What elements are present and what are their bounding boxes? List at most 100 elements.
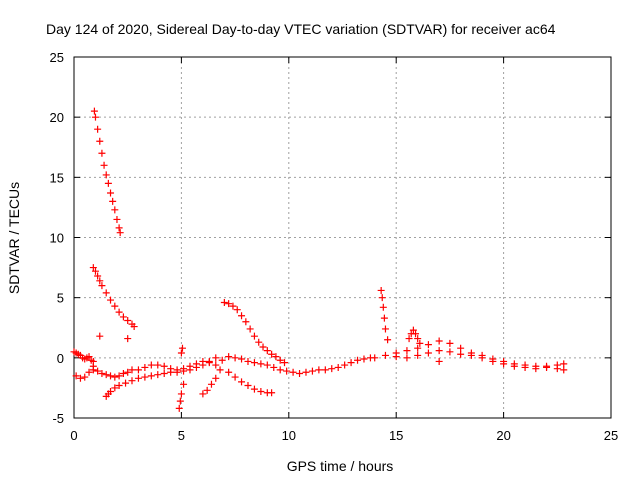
data-point (173, 366, 181, 374)
data-point (233, 306, 241, 314)
data-point (225, 353, 233, 361)
data-point (270, 363, 278, 371)
data-point (510, 362, 518, 370)
data-point (244, 382, 252, 390)
data-point (107, 388, 115, 396)
data-point (147, 372, 155, 380)
data-point (255, 338, 263, 346)
data-point (315, 366, 323, 374)
data-point (119, 313, 127, 321)
data-point (94, 272, 102, 280)
data-point (96, 332, 104, 340)
data-point (116, 229, 124, 237)
y-tick-label: 25 (50, 50, 64, 65)
data-point (229, 302, 237, 310)
data-point (543, 362, 551, 370)
data-point (134, 374, 142, 382)
data-point (424, 341, 432, 349)
data-point (276, 356, 284, 364)
data-point (238, 312, 246, 320)
data-point (231, 354, 239, 362)
y-axis: -5 0 5 10 15 20 25 (50, 50, 611, 426)
y-tick-label: 15 (50, 170, 64, 185)
data-point (115, 224, 123, 232)
data-point (242, 318, 250, 326)
x-tick-label: 15 (389, 428, 403, 443)
data-point (141, 363, 149, 371)
data-point (91, 113, 99, 121)
data-point (446, 348, 454, 356)
data-point (115, 382, 123, 390)
data-point (107, 372, 115, 380)
data-point (225, 368, 233, 376)
data-point (81, 373, 89, 381)
data-point (246, 325, 254, 333)
data-point (416, 339, 424, 347)
data-point (115, 308, 123, 316)
data-point (124, 317, 132, 325)
data-point (160, 362, 168, 370)
x-tick-label: 20 (496, 428, 510, 443)
data-point (381, 351, 389, 359)
data-point (250, 359, 258, 367)
data-point (378, 294, 386, 302)
data-point (199, 357, 207, 365)
y-tick-label: 10 (50, 231, 64, 246)
data-point (102, 371, 110, 379)
data-point (154, 371, 162, 379)
data-point (276, 366, 284, 374)
data-point (360, 355, 368, 363)
data-point (553, 361, 561, 369)
y-tick-label: -5 (52, 411, 64, 426)
data-point (109, 197, 117, 205)
data-point (500, 360, 508, 368)
data-point (111, 384, 119, 392)
data-point (435, 357, 443, 365)
data-point (111, 302, 119, 310)
data-point (147, 361, 155, 369)
data-point (128, 377, 136, 385)
data-point (384, 336, 392, 344)
data-point (560, 360, 568, 368)
data-point (98, 149, 106, 157)
data-point (347, 359, 355, 367)
y-axis-label: SDTVAR / TECUs (6, 182, 22, 294)
data-point (122, 379, 130, 387)
data-point (268, 350, 276, 358)
data-point (89, 264, 97, 272)
data-point (141, 373, 149, 381)
data-point (91, 267, 99, 275)
data-point (102, 171, 110, 179)
data-point (457, 344, 465, 352)
data-point (203, 386, 211, 394)
data-point (175, 404, 183, 412)
grid (74, 57, 611, 418)
data-point (238, 355, 246, 363)
data-point (192, 360, 200, 368)
data-point (289, 368, 297, 376)
data-point (283, 367, 291, 375)
x-axis: 0 5 10 15 20 25 (70, 57, 618, 443)
data-point (354, 356, 362, 364)
data-point (94, 367, 102, 375)
data-point (130, 323, 138, 331)
data-point (220, 298, 228, 306)
data-point (98, 369, 106, 377)
data-point (457, 350, 465, 358)
data-point (85, 368, 93, 376)
data-point (100, 161, 108, 169)
data-point (281, 359, 289, 367)
data-point (302, 368, 310, 376)
data-point (85, 353, 93, 361)
data-point (107, 296, 115, 304)
data-point (72, 372, 80, 380)
data-point (154, 361, 162, 369)
data-point (377, 286, 385, 294)
data-point (115, 372, 123, 380)
data-point (521, 363, 529, 371)
data-point (98, 282, 106, 290)
data-point (381, 325, 389, 333)
data-point (328, 365, 336, 373)
y-tick-label: 0 (57, 351, 64, 366)
